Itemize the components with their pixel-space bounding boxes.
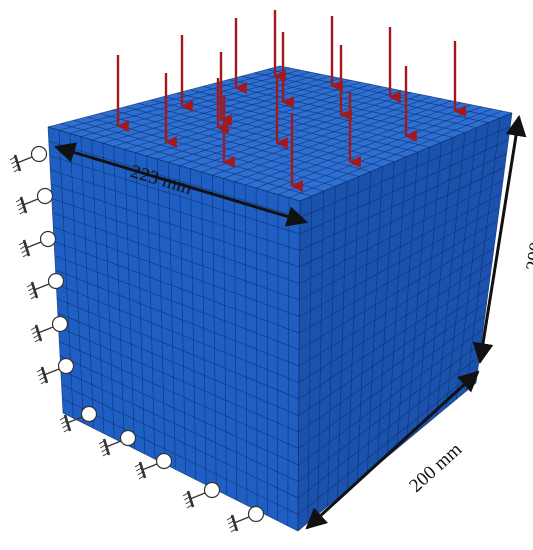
mesh-right-line xyxy=(298,247,495,367)
mesh-right-line xyxy=(299,166,505,268)
roller-support-icon xyxy=(182,481,221,509)
mesh-top-line xyxy=(138,102,383,168)
mesh-front-line xyxy=(57,312,299,416)
mesh-front-line xyxy=(52,212,300,301)
mesh-front-line xyxy=(59,355,299,466)
mesh-top-line xyxy=(279,65,513,114)
mesh-front-line xyxy=(56,298,299,400)
roller-support-icon xyxy=(226,505,265,533)
mesh-front-line xyxy=(58,326,299,433)
mesh-right-line xyxy=(299,193,502,301)
roller-support-icon xyxy=(26,272,65,300)
roller-support-icon xyxy=(98,429,137,457)
mesh-right-line xyxy=(298,234,496,350)
roller-support-icon xyxy=(9,145,48,173)
roller-support-icon xyxy=(134,452,173,480)
roller-support-icon xyxy=(30,315,69,343)
mesh-top-line xyxy=(254,72,489,124)
mesh-top-line xyxy=(241,75,477,129)
mesh-front-line xyxy=(62,398,299,515)
mesh-right-line xyxy=(299,207,500,317)
mesh-top-line xyxy=(215,82,454,138)
cube-front-face xyxy=(48,127,300,531)
dimension-label-right: 200 mm xyxy=(522,207,533,273)
mesh-top-line xyxy=(163,96,407,158)
mesh-front-line xyxy=(61,384,299,499)
mesh-front-line xyxy=(60,369,299,482)
mesh-right-line xyxy=(299,180,504,284)
mesh-top-line xyxy=(202,85,442,143)
mesh-front-line xyxy=(53,226,300,317)
mesh-right-line xyxy=(298,261,493,383)
mesh-front-line xyxy=(56,283,300,383)
roller-support-icon xyxy=(18,230,57,258)
mesh-right-line xyxy=(299,220,498,334)
mesh-front-line xyxy=(59,341,299,449)
mesh-right-line xyxy=(299,153,507,251)
mesh-front-line xyxy=(53,241,300,334)
roller-support-icon xyxy=(15,187,54,215)
roller-support-icon xyxy=(36,357,75,385)
roller-support-icon xyxy=(59,405,98,433)
mesh-front-line xyxy=(55,269,300,367)
dimension-label-bottom: 200 mm xyxy=(405,439,466,497)
mesh-top-line xyxy=(228,79,465,133)
mesh-front-line xyxy=(54,255,300,350)
mesh-top-line xyxy=(189,89,430,148)
dimension-right-vertical: 200 mm xyxy=(472,114,533,365)
roller-supports xyxy=(9,145,265,533)
